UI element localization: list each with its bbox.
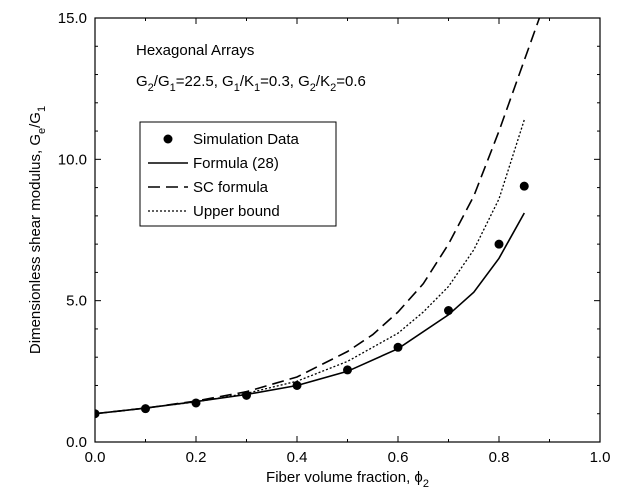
- data-point-simulation-data: [519, 181, 529, 191]
- data-point-simulation-data: [191, 398, 201, 408]
- y-tick-label: 5.0: [66, 293, 87, 310]
- legend-label-upper-bound: Upper bound: [193, 203, 280, 220]
- data-point-simulation-data: [242, 390, 251, 400]
- y-tick-label: 10.0: [58, 151, 87, 168]
- x-tick-label: 0.0: [85, 449, 106, 466]
- series-line-sc-formula: [95, 18, 541, 415]
- data-point-simulation-data: [444, 306, 453, 316]
- x-tick-label: 0.2: [186, 449, 207, 466]
- x-tick-label: 0.4: [287, 449, 308, 466]
- legend-label-sc-formula: SC formula: [193, 179, 269, 196]
- y-tick-label: 0.0: [66, 434, 87, 451]
- x-axis-title: Fiber volume fraction, ϕ2: [266, 469, 429, 490]
- legend-label-simulation-data: Simulation Data: [193, 131, 300, 148]
- x-tick-label: 1.0: [590, 449, 611, 466]
- series-line-upper-bound: [95, 119, 525, 415]
- annotation-heading: Hexagonal Arrays: [136, 42, 254, 59]
- annotation-parameters: G2/G1=22.5, G1/K1=0.3, G2/K2=0.6: [136, 73, 366, 94]
- series-group: [95, 18, 541, 419]
- legend: Simulation Data Formula (28) SC formula Upp…: [139, 121, 337, 227]
- legend-box: [139, 121, 337, 227]
- y-axis-title: Dimensionless shear modulus, Ge/G1: [27, 106, 48, 354]
- legend-label-formula-28: Formula (28): [193, 155, 279, 172]
- plot-area: 0.0 0.2 0.4 0.6 0.8 1.0 0.0 5.0 10.0 15.0 Fiber vo…: [27, 10, 610, 490]
- legend-marker-simulation-data: [163, 134, 173, 144]
- x-tick-label: 0.6: [388, 449, 409, 466]
- data-point-simulation-data: [494, 239, 504, 249]
- series-line-formula-28: [95, 212, 525, 415]
- x-tick-label: 0.8: [489, 449, 510, 466]
- y-tick-label: 15.0: [58, 10, 87, 27]
